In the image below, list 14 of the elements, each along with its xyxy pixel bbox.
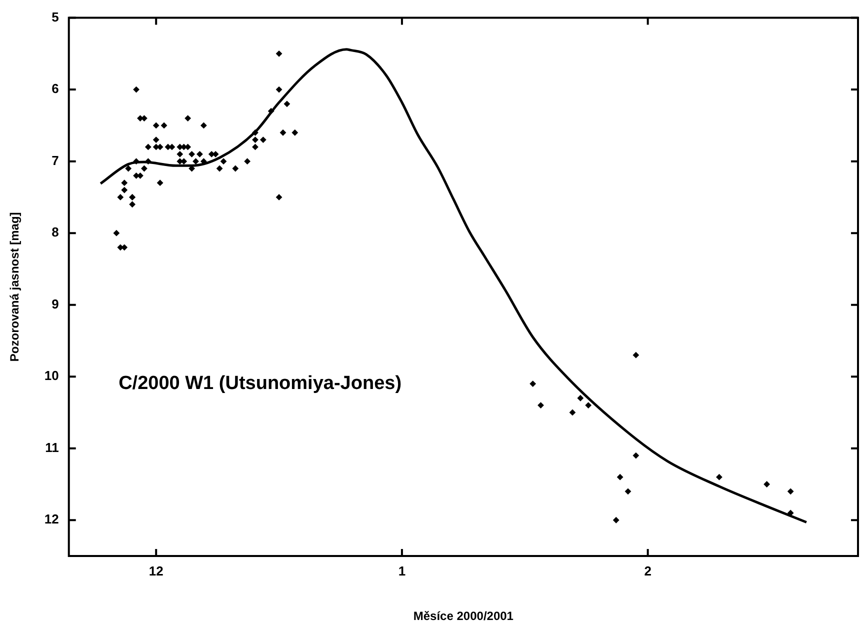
y-tick-label: 6 [52, 81, 59, 96]
x-tick-label: 12 [148, 563, 164, 578]
y-tick-label: 12 [44, 512, 59, 527]
x-tick-label: 1 [398, 563, 406, 578]
y-tick-label: 9 [52, 296, 59, 312]
y-tick-label: 10 [44, 368, 59, 384]
y-tick-label: 5 [52, 9, 59, 24]
y-tick-label: 7 [52, 152, 59, 168]
y-axis-title: Pozorovaná jasnost [mag] [8, 212, 22, 362]
x-tick-label: 2 [644, 563, 652, 578]
annotation: C/2000 W1 (Utsunomiya-Jones) [118, 373, 402, 394]
y-tick-label: 8 [52, 224, 59, 240]
y-tick-label: 11 [45, 440, 59, 455]
x-axis-title: Měsíce 2000/2001 [413, 609, 514, 624]
